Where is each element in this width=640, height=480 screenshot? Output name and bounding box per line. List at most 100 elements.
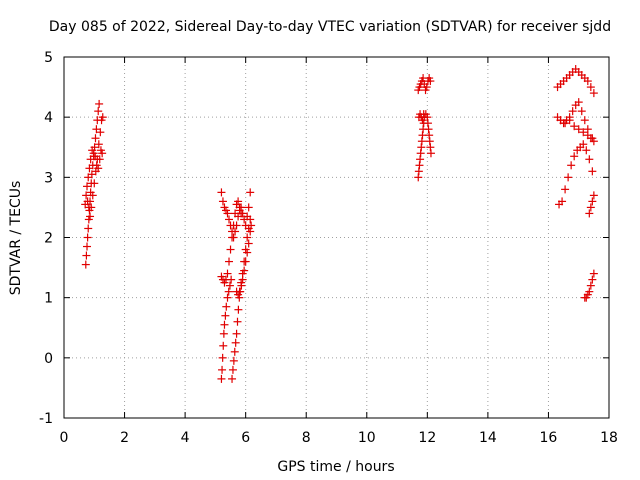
data-point [220,320,229,329]
data-point [223,269,232,278]
data-point [582,146,591,155]
data-point [84,173,93,182]
data-point [218,197,227,206]
data-point [235,287,244,296]
data-point [588,167,597,176]
data-points [81,65,598,383]
x-tick-label: 8 [302,430,311,446]
data-point [94,140,103,149]
data-point [583,131,592,140]
data-point [588,275,597,284]
data-point [583,77,592,86]
data-point [425,131,434,140]
data-point [228,374,237,383]
data-point [415,161,424,170]
data-point [241,245,250,254]
y-tick-label: 2 [44,231,53,247]
data-point [225,215,234,224]
data-point [219,341,228,350]
y-tick-label: -1 [39,411,53,427]
data-point [422,83,431,92]
data-point [416,149,425,158]
data-point [585,155,594,164]
data-point [564,173,573,182]
data-point [579,128,588,137]
y-axis-ticks: -1 0 1 2 3 4 5 [39,50,609,427]
data-point [589,191,598,200]
data-point [88,191,97,200]
data-point [86,212,95,221]
grid-lines [64,57,609,418]
data-point [414,173,423,182]
y-tick-label: 0 [44,351,53,367]
data-point [577,107,586,116]
data-point [416,155,425,164]
data-point [222,302,231,311]
data-point [567,161,576,170]
data-point [231,338,240,347]
data-point [565,116,574,125]
x-tick-label: 2 [120,430,129,446]
data-point [240,257,249,266]
x-tick-label: 4 [181,430,190,446]
data-point [588,197,597,206]
data-point [229,221,238,230]
data-point [93,155,102,164]
data-point [574,125,583,134]
data-point [244,224,253,233]
data-point [233,317,242,326]
data-point [234,305,243,314]
data-point [423,119,432,128]
data-point [556,116,565,125]
data-point [585,287,594,296]
data-point [579,140,588,149]
data-point [561,119,570,128]
data-point [95,99,104,108]
data-point [219,329,228,338]
data-point [235,203,244,212]
data-point [91,134,100,143]
data-point [426,143,435,152]
x-tick-label: 10 [358,430,376,446]
data-point [217,374,226,383]
data-point [223,293,232,302]
data-point [223,209,232,218]
data-point [98,113,107,122]
data-point [574,98,583,107]
data-point [218,353,227,362]
x-axis-ticks: 0 2 4 6 8 10 12 14 16 18 [60,57,618,446]
data-point [230,347,239,356]
data-point [81,260,90,269]
data-point [224,287,233,296]
data-point [246,188,255,197]
data-point [229,356,238,365]
x-tick-label: 0 [60,430,69,446]
data-point [589,269,598,278]
data-point [87,203,96,212]
data-point [570,122,579,131]
data-point [83,242,92,251]
data-point [418,116,427,125]
data-point [217,188,226,197]
data-point [244,239,253,248]
data-point [580,116,589,125]
data-point [426,77,435,86]
data-point [419,110,428,119]
y-tick-label: 1 [44,291,53,307]
y-axis-label: SDTVAR / TECUs [8,181,24,296]
data-point [218,365,227,374]
data-point [244,203,253,212]
data-point [425,137,434,146]
data-point [561,185,570,194]
data-point [237,209,246,218]
data-point [83,233,92,242]
data-point [586,281,595,290]
data-point [90,179,99,188]
x-tick-label: 14 [479,430,497,446]
data-point [417,137,426,146]
data-point [585,209,594,218]
data-point [225,257,234,266]
y-tick-label: 5 [44,50,53,66]
data-point [227,275,236,284]
x-axis-label: GPS time / hours [277,459,394,475]
